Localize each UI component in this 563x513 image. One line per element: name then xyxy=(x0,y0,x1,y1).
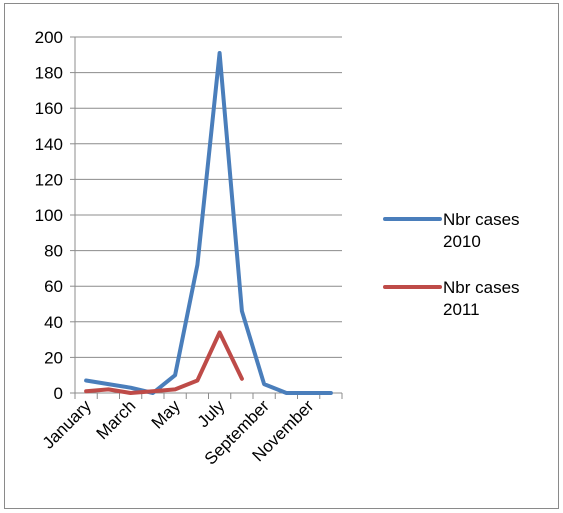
y-tick-label: 60 xyxy=(44,277,63,296)
y-tick-label: 140 xyxy=(35,135,63,154)
series-lines xyxy=(84,51,333,395)
x-tick-label: January xyxy=(39,396,96,453)
chart-frame xyxy=(4,3,559,509)
axes xyxy=(70,36,343,399)
legend: Nbr cases 2010 Nbr cases 2011 xyxy=(383,210,520,319)
series-line-2 xyxy=(84,330,244,395)
y-tick-labels: 0 20 40 60 80 100 120 140 160 180 200 xyxy=(35,28,63,403)
series-line-1 xyxy=(84,51,333,395)
y-tick-label: 80 xyxy=(44,242,63,261)
y-tick-label: 120 xyxy=(35,170,63,189)
y-tick-label: 180 xyxy=(35,64,63,83)
y-tick-label: 200 xyxy=(35,28,63,47)
legend-label: Nbr cases xyxy=(443,210,520,229)
x-tick-label: May xyxy=(148,396,184,432)
x-tick-label: July xyxy=(194,396,229,431)
x-tick-label: March xyxy=(93,396,140,443)
y-tick-label: 100 xyxy=(35,206,63,225)
y-tick-label: 160 xyxy=(35,99,63,118)
y-tick-label: 0 xyxy=(54,384,63,403)
y-tick-label: 20 xyxy=(44,348,63,367)
legend-label: Nbr cases xyxy=(443,278,520,297)
y-tick-label: 40 xyxy=(44,313,63,332)
legend-label: 2010 xyxy=(443,232,481,251)
legend-label: 2011 xyxy=(443,300,480,319)
gridlines xyxy=(75,36,342,358)
